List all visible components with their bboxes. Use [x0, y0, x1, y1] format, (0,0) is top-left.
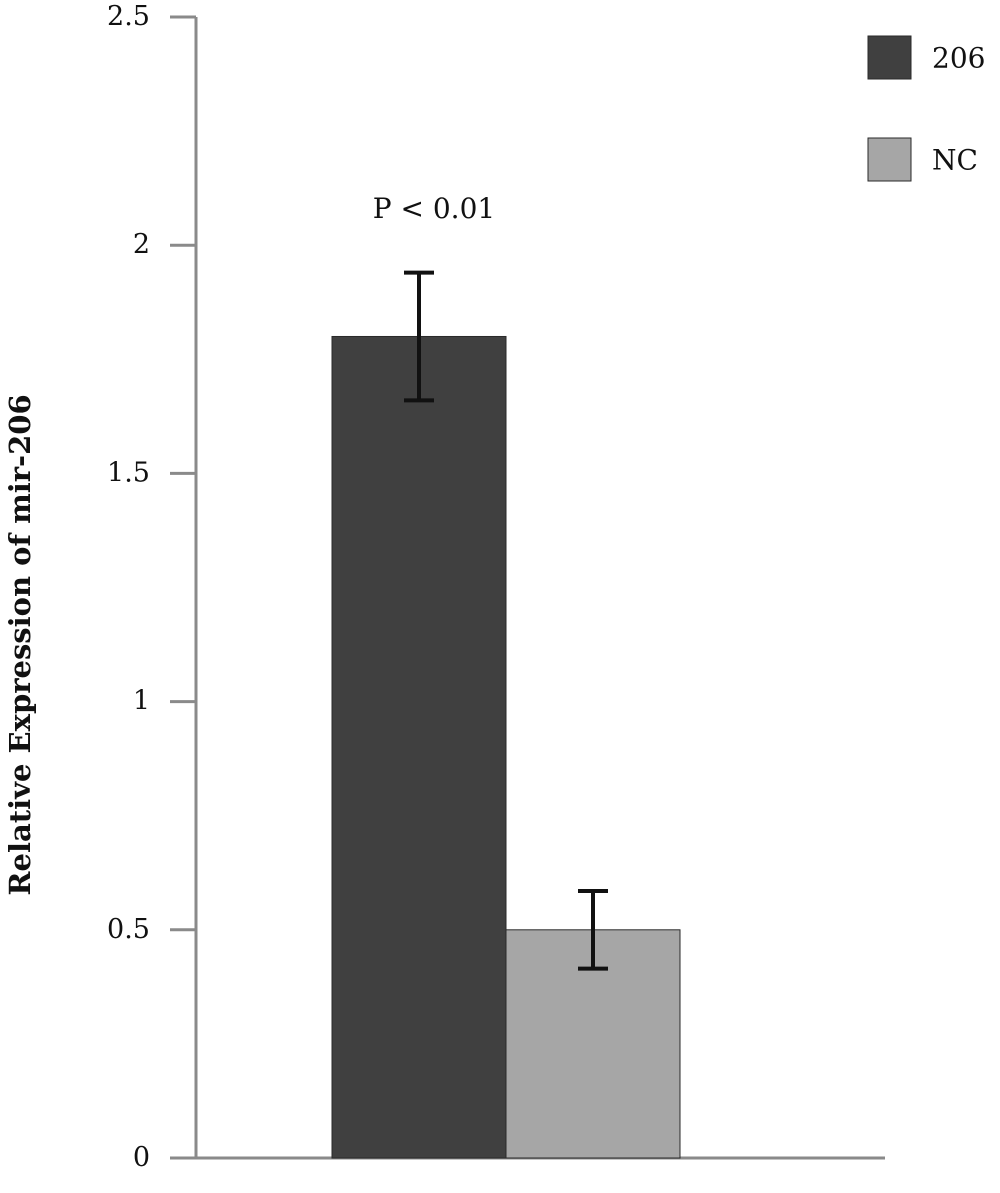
y-tick-label: 1.5 — [107, 457, 150, 488]
legend: 206 NC — [867, 35, 985, 182]
legend-swatch-206 — [867, 35, 912, 80]
y-tick-label: 2.5 — [107, 1, 150, 32]
bar-nc — [505, 929, 681, 1159]
error-bars — [404, 270, 608, 971]
legend-label-206: 206 — [932, 42, 985, 75]
significance-label: P < 0.01 — [373, 192, 495, 225]
y-tick-label: 0 — [133, 1142, 150, 1173]
annotations: P < 0.01 — [373, 192, 495, 225]
y-tick-label: 0.5 — [107, 914, 150, 945]
legend-swatch-nc — [867, 137, 912, 182]
bars — [331, 335, 681, 1159]
bar-206 — [331, 335, 507, 1159]
y-tick-label: 1 — [133, 686, 150, 717]
y-axis: 0 0.5 1 1.5 2 2.5 — [107, 1, 885, 1173]
y-axis-title: Relative Expression of mir-206 — [3, 394, 37, 895]
legend-label-nc: NC — [932, 144, 978, 177]
y-tick-label: 2 — [133, 229, 150, 260]
